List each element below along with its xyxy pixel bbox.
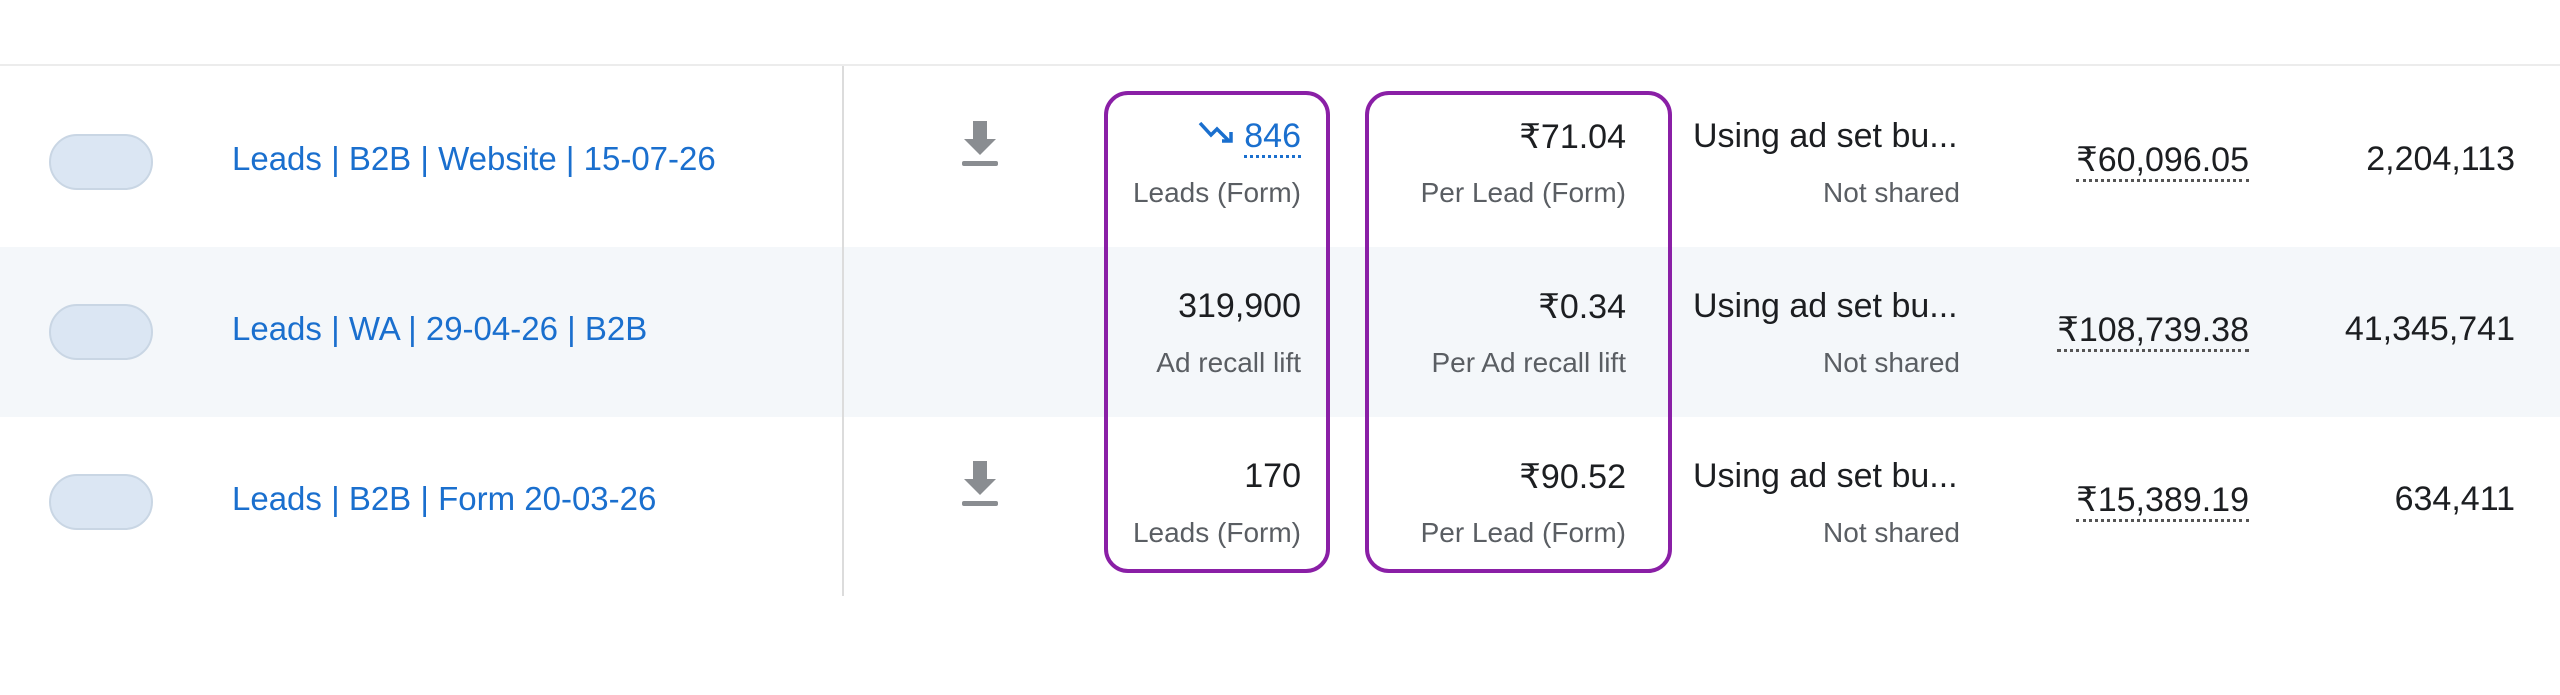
- cost-label: Per Ad recall lift: [1431, 347, 1626, 378]
- cost-value: ₹0.34: [1538, 288, 1626, 326]
- cost-value: ₹90.52: [1519, 458, 1626, 496]
- result-label: Ad recall lift: [1156, 347, 1301, 378]
- amount-spent-value[interactable]: ₹15,389.19: [2076, 481, 2249, 522]
- campaign-name[interactable]: Leads | B2B | Form 20-03-26: [232, 480, 657, 517]
- budget-status: Not shared: [1823, 347, 1960, 378]
- cost-value: ₹71.04: [1519, 118, 1626, 156]
- budget: Using ad set bu...: [1693, 117, 1958, 155]
- highlight-box: [1365, 91, 1672, 573]
- table-row: Leads | B2B | Form 20-03-26 170 Leads (For…: [0, 417, 2560, 587]
- amount-spent-value[interactable]: ₹60,096.05: [2076, 141, 2249, 182]
- toggle[interactable]: [49, 134, 153, 190]
- divider: [0, 64, 2560, 66]
- toggle[interactable]: [49, 304, 153, 360]
- download-icon[interactable]: [960, 121, 1000, 167]
- result-link[interactable]: 846: [1244, 117, 1301, 158]
- result-value: 846: [1198, 117, 1301, 158]
- budget-status: Not shared: [1823, 517, 1960, 548]
- amount-spent[interactable]: ₹108,739.38: [2057, 310, 2249, 352]
- result-label: Leads (Form): [1132, 177, 1301, 208]
- campaign-name[interactable]: Leads | B2B | Website | 15-07-26: [232, 140, 716, 177]
- highlight-box: [1104, 91, 1330, 573]
- impressions: 634,411: [2394, 480, 2515, 518]
- budget: Using ad set bu...: [1693, 287, 1958, 325]
- amount-spent-value[interactable]: ₹108,739.38: [2057, 311, 2249, 352]
- result-value: 319,900: [1178, 287, 1301, 325]
- result-value: 170: [1244, 457, 1301, 495]
- impressions: 41,345,741: [2344, 310, 2515, 348]
- budget: Using ad set bu...: [1693, 457, 1958, 495]
- cost-label: Per Lead (Form): [1420, 177, 1626, 208]
- table-row: Leads | WA | 29-04-26 | B2B 319,900 Ad rec…: [0, 247, 2560, 417]
- amount-spent[interactable]: ₹60,096.05: [2076, 140, 2249, 182]
- download-icon[interactable]: [960, 461, 1000, 507]
- budget-status: Not shared: [1823, 177, 1960, 208]
- table-row: Leads | B2B | Website | 15-07-26 846 Leads…: [0, 77, 2560, 247]
- cost-label: Per Lead (Form): [1420, 517, 1626, 548]
- amount-spent[interactable]: ₹15,389.19: [2076, 480, 2249, 522]
- column-divider: [842, 66, 844, 596]
- impressions: 2,204,113: [2366, 140, 2515, 178]
- result-label: Leads (Form): [1132, 517, 1301, 548]
- campaign-name[interactable]: Leads | WA | 29-04-26 | B2B: [232, 310, 648, 347]
- trend-icon: [1198, 121, 1234, 143]
- toggle[interactable]: [49, 474, 153, 530]
